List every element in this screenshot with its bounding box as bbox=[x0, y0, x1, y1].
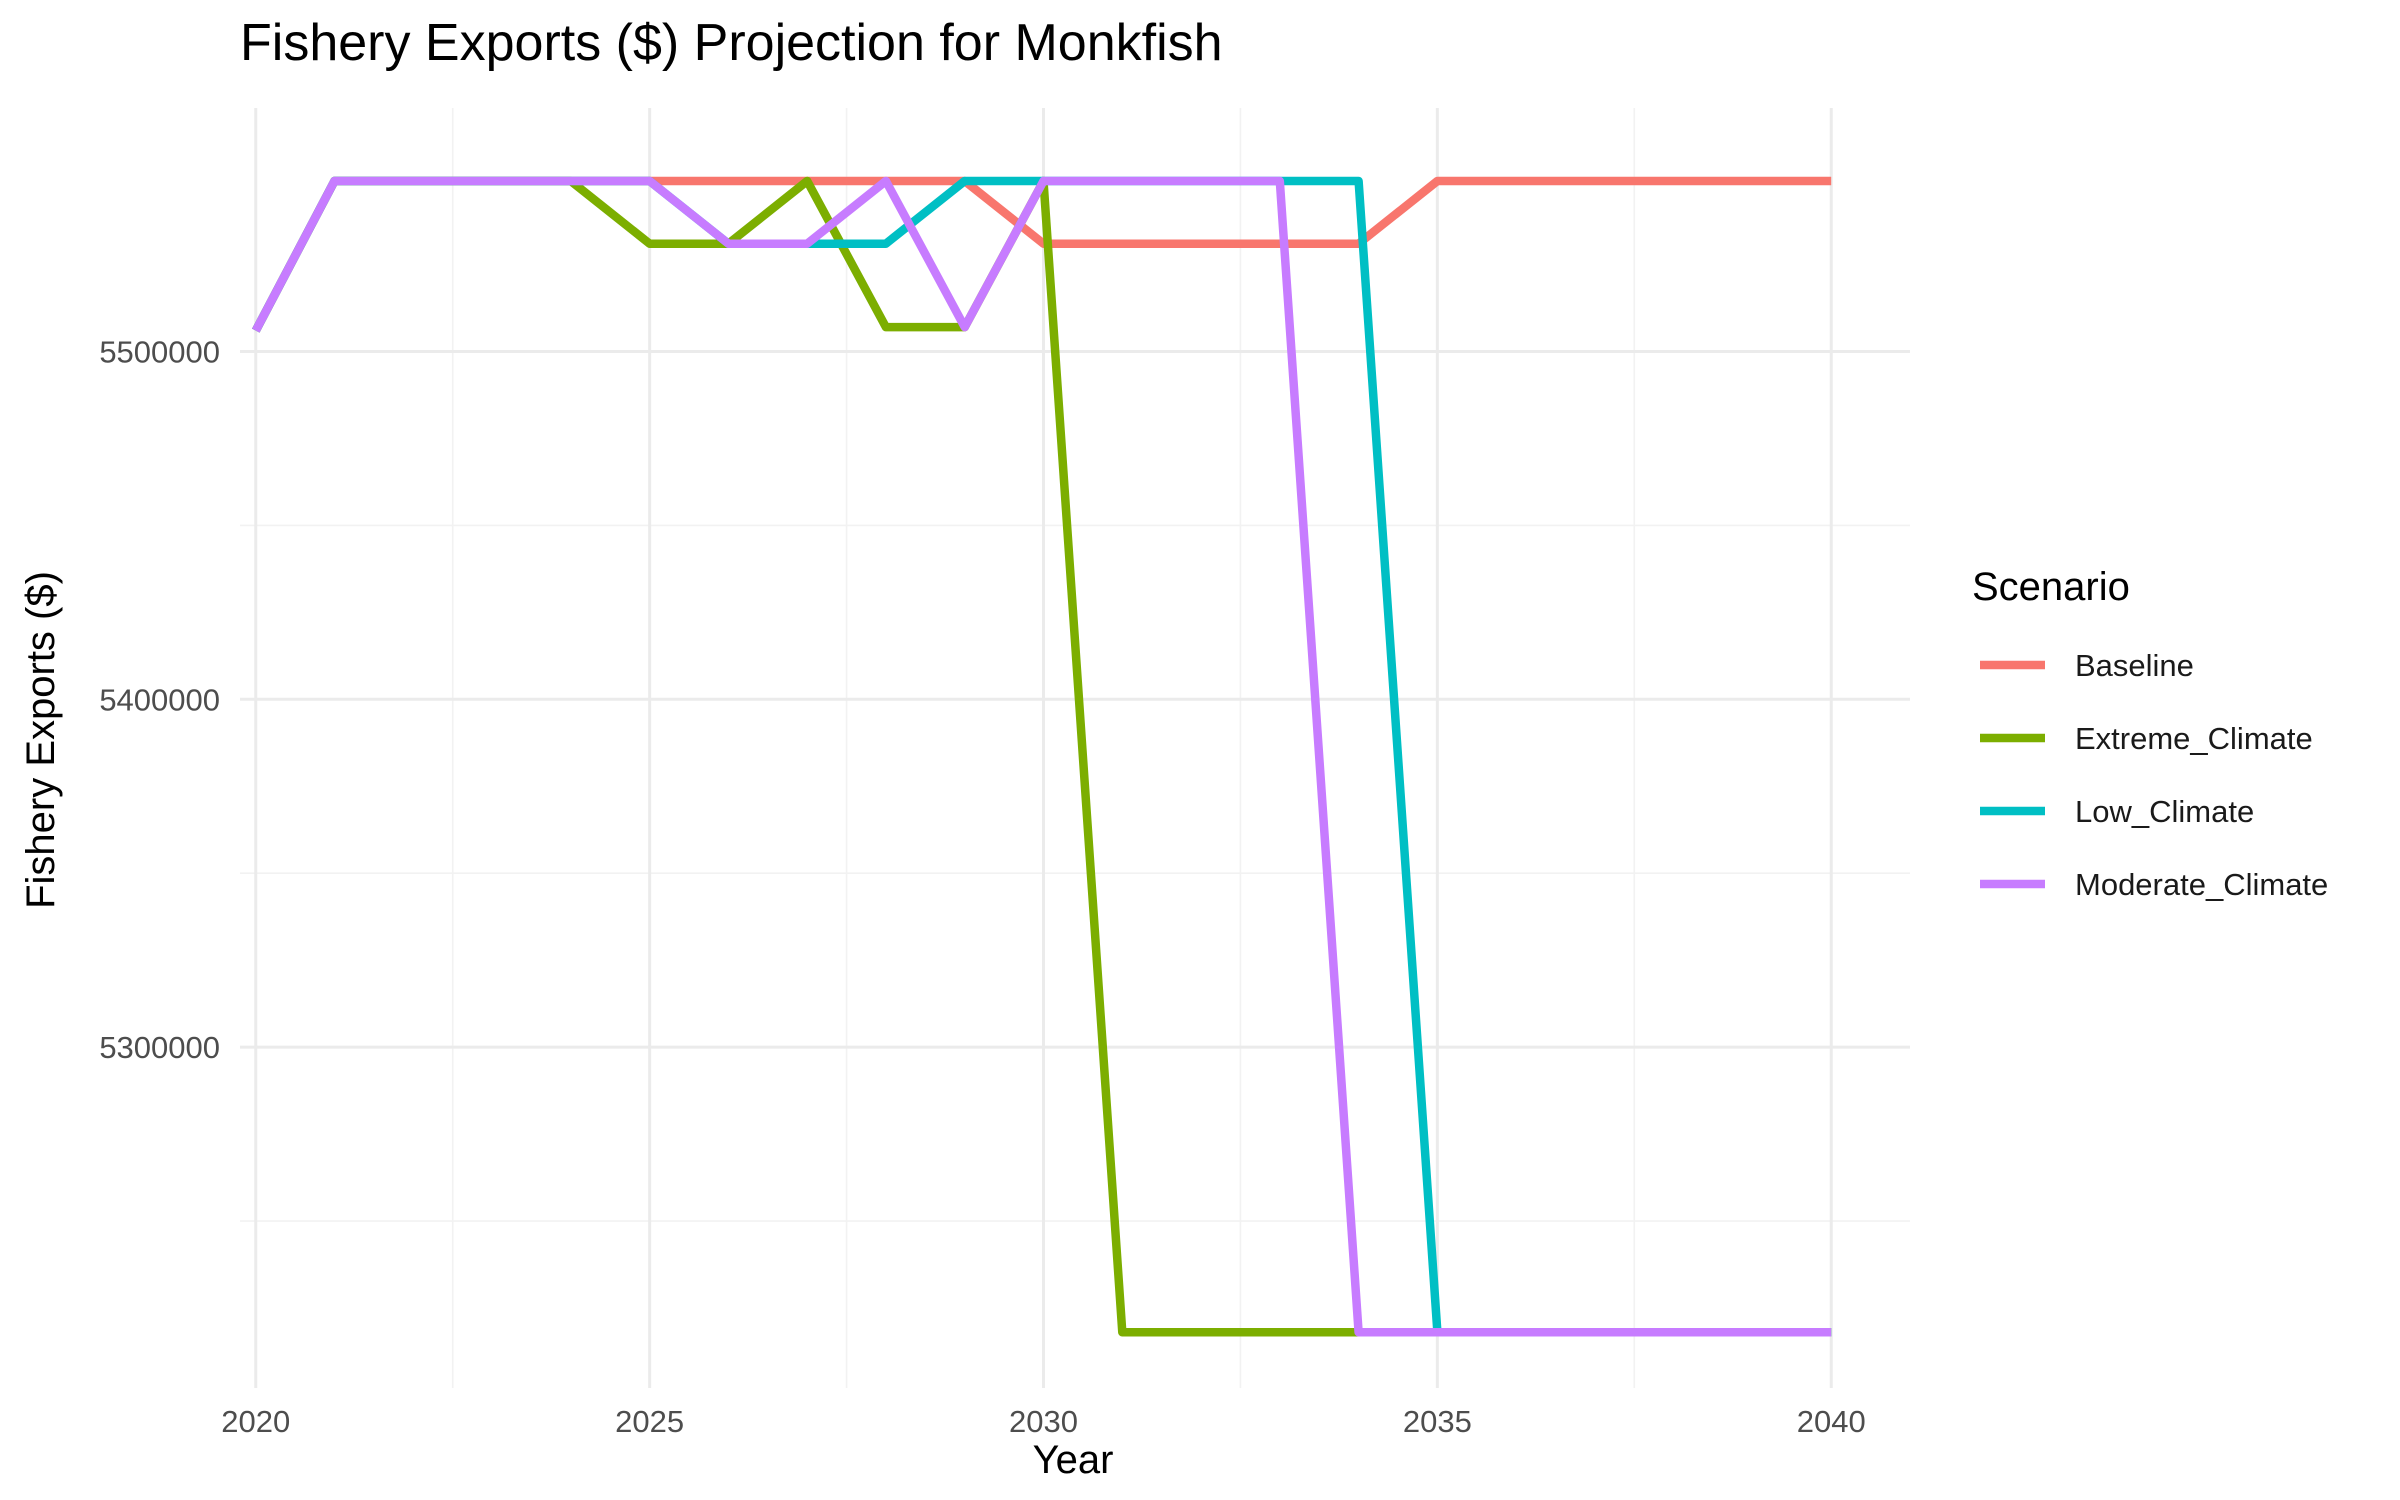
tick-labels: 2020 2025 2030 2035 2040 5300000 5400000 550000… bbox=[99, 334, 1865, 1439]
legend-item: Extreme_Climate bbox=[1980, 721, 2313, 756]
chart-title: Fishery Exports ($) Projection for Monkf… bbox=[240, 14, 1223, 72]
x-tick-label: 2025 bbox=[615, 1404, 684, 1439]
legend-label: Baseline bbox=[2075, 648, 2194, 683]
y-tick-label: 5500000 bbox=[99, 334, 220, 369]
y-tick-label: 5300000 bbox=[99, 1030, 220, 1065]
legend-label: Low_Climate bbox=[2075, 794, 2254, 829]
series-line-moderate-climate bbox=[252, 176, 1832, 1337]
x-tick-label: 2040 bbox=[1797, 1404, 1866, 1439]
series-lines bbox=[252, 176, 1832, 1337]
legend: Scenario Baseline Extreme_Climate Low_Clim… bbox=[1972, 565, 2328, 902]
legend-item: Moderate_Climate bbox=[1980, 867, 2328, 902]
legend-item: Baseline bbox=[1980, 648, 2194, 683]
x-tick-label: 2020 bbox=[221, 1404, 290, 1439]
legend-label: Moderate_Climate bbox=[2075, 867, 2328, 902]
legend-item: Low_Climate bbox=[1980, 794, 2254, 829]
x-axis-title: Year bbox=[1033, 1438, 1114, 1482]
legend-title: Scenario bbox=[1972, 565, 2130, 609]
y-tick-label: 5400000 bbox=[99, 682, 220, 717]
legend-items: Baseline Extreme_Climate Low_Climate Modera… bbox=[1980, 648, 2328, 902]
x-tick-label: 2030 bbox=[1009, 1404, 1078, 1439]
y-axis-title: Fishery Exports ($) bbox=[19, 571, 63, 909]
grid bbox=[240, 108, 1910, 1388]
x-tick-label: 2035 bbox=[1403, 1404, 1472, 1439]
legend-label: Extreme_Climate bbox=[2075, 721, 2313, 756]
